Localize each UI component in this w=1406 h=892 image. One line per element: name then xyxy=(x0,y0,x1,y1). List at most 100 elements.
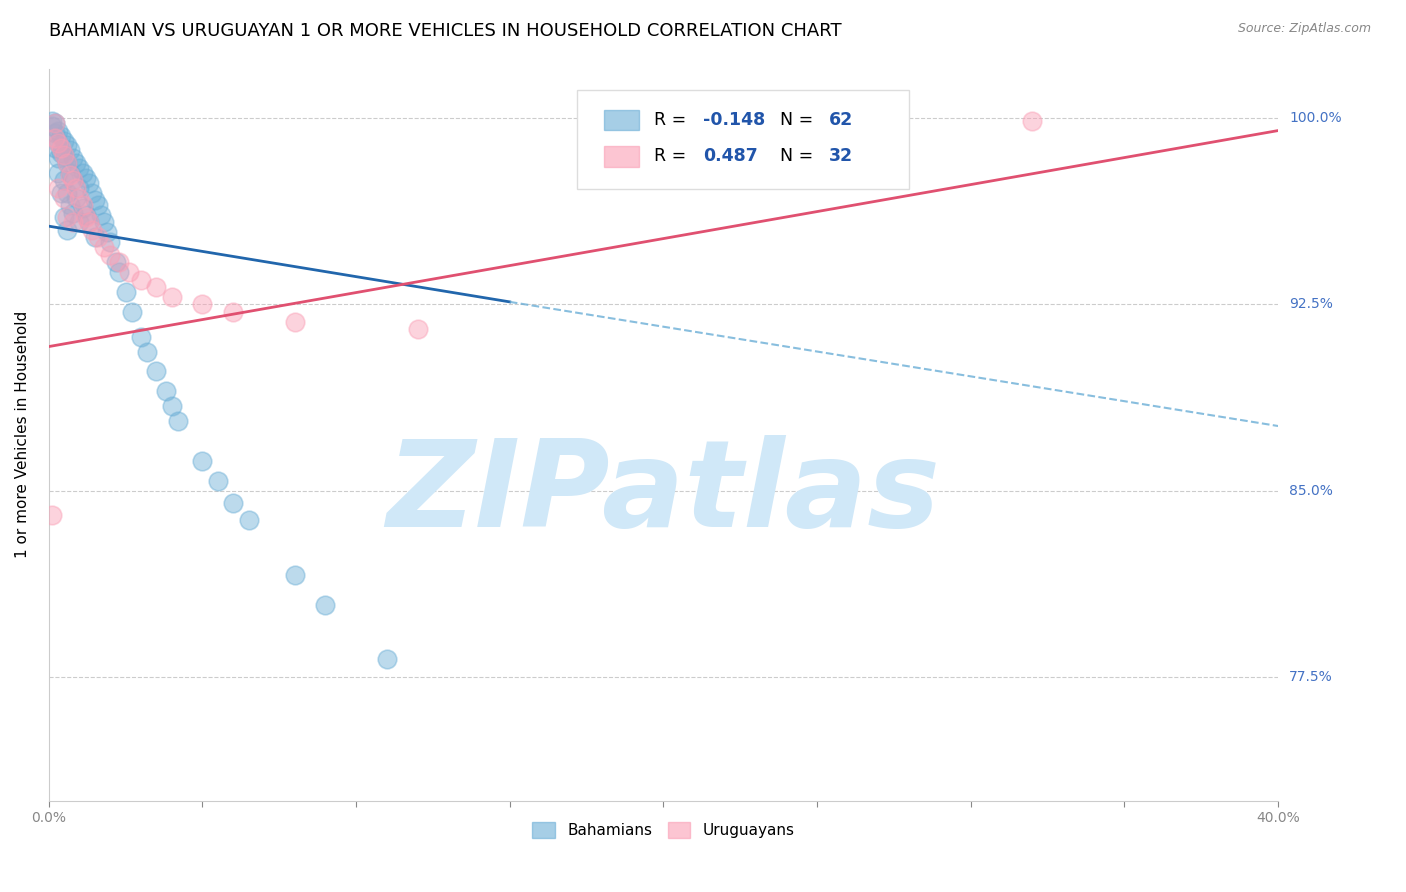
Point xyxy=(56,211,79,225)
Point xyxy=(75,170,97,185)
Text: 100.0%: 100.0% xyxy=(1289,112,1341,125)
Point xyxy=(108,265,131,279)
Point xyxy=(77,215,100,229)
Point xyxy=(166,414,188,428)
Point xyxy=(80,186,103,200)
Point xyxy=(41,508,63,523)
Point xyxy=(160,290,183,304)
Point xyxy=(46,180,69,194)
Point xyxy=(46,123,69,137)
Point xyxy=(62,151,84,165)
Point xyxy=(118,265,141,279)
Point xyxy=(222,305,245,319)
Point xyxy=(56,156,79,170)
Point xyxy=(77,176,100,190)
Point xyxy=(69,215,91,229)
Y-axis label: 1 or more Vehicles in Household: 1 or more Vehicles in Household xyxy=(15,311,30,558)
Point xyxy=(49,128,72,143)
Text: -0.148: -0.148 xyxy=(703,111,765,128)
Point xyxy=(191,297,214,311)
Point xyxy=(53,148,76,162)
Point xyxy=(238,513,260,527)
Point xyxy=(72,201,94,215)
Point xyxy=(44,131,66,145)
FancyBboxPatch shape xyxy=(578,90,910,189)
Text: BAHAMIAN VS URUGUAYAN 1 OR MORE VEHICLES IN HOUSEHOLD CORRELATION CHART: BAHAMIAN VS URUGUAYAN 1 OR MORE VEHICLES… xyxy=(49,22,842,40)
Point xyxy=(77,215,100,229)
Point xyxy=(65,180,87,194)
Point xyxy=(75,208,97,222)
Point xyxy=(49,186,72,200)
Text: 85.0%: 85.0% xyxy=(1289,483,1333,498)
Point xyxy=(62,173,84,187)
Point xyxy=(129,272,152,286)
Point xyxy=(62,205,84,219)
Point xyxy=(93,240,115,254)
Point xyxy=(72,198,94,212)
Point xyxy=(207,474,229,488)
Text: 32: 32 xyxy=(830,147,853,165)
Point xyxy=(44,116,66,130)
Point xyxy=(136,344,159,359)
Point xyxy=(62,173,84,187)
Text: R =: R = xyxy=(654,147,692,165)
Point xyxy=(44,126,66,140)
Point xyxy=(44,141,66,155)
Point xyxy=(160,399,183,413)
Point xyxy=(83,193,105,207)
Text: Source: ZipAtlas.com: Source: ZipAtlas.com xyxy=(1237,22,1371,36)
Text: ZIPatlas: ZIPatlas xyxy=(387,434,941,552)
Text: R =: R = xyxy=(654,111,692,128)
Point xyxy=(69,180,91,194)
Point xyxy=(69,191,91,205)
Point xyxy=(222,496,245,510)
Point xyxy=(191,454,214,468)
Point xyxy=(53,191,76,205)
Point xyxy=(1021,113,1043,128)
Point xyxy=(406,322,429,336)
Point xyxy=(145,364,167,378)
Text: 77.5%: 77.5% xyxy=(1289,670,1333,684)
Point xyxy=(98,248,121,262)
Point xyxy=(46,136,69,150)
Point xyxy=(121,305,143,319)
Point xyxy=(46,166,69,180)
Point xyxy=(49,145,72,160)
Point xyxy=(93,215,115,229)
Point xyxy=(155,384,177,399)
Point xyxy=(56,156,79,170)
Point xyxy=(90,208,112,222)
Point xyxy=(69,161,91,175)
Point xyxy=(49,141,72,155)
Point xyxy=(314,598,336,612)
Point xyxy=(41,113,63,128)
Text: N =: N = xyxy=(780,111,818,128)
Point xyxy=(284,315,307,329)
Point xyxy=(53,134,76,148)
Point xyxy=(53,211,76,225)
Point xyxy=(75,211,97,225)
Point xyxy=(62,215,84,229)
Point xyxy=(114,285,136,299)
Point xyxy=(44,116,66,130)
Point xyxy=(46,136,69,150)
Point xyxy=(284,568,307,582)
Point xyxy=(72,166,94,180)
Point xyxy=(65,156,87,170)
Point xyxy=(41,119,63,133)
Point xyxy=(145,280,167,294)
Point xyxy=(83,230,105,244)
Point xyxy=(56,186,79,200)
Point xyxy=(96,226,118,240)
Point xyxy=(375,652,398,666)
Text: 92.5%: 92.5% xyxy=(1289,297,1333,311)
Point xyxy=(80,223,103,237)
Legend: Bahamians, Uruguayans: Bahamians, Uruguayans xyxy=(526,816,801,845)
Point xyxy=(59,198,82,212)
Text: 62: 62 xyxy=(830,111,853,128)
FancyBboxPatch shape xyxy=(605,146,638,167)
Text: 0.487: 0.487 xyxy=(703,147,758,165)
Point xyxy=(59,144,82,158)
Point xyxy=(46,151,69,165)
Point xyxy=(53,148,76,162)
